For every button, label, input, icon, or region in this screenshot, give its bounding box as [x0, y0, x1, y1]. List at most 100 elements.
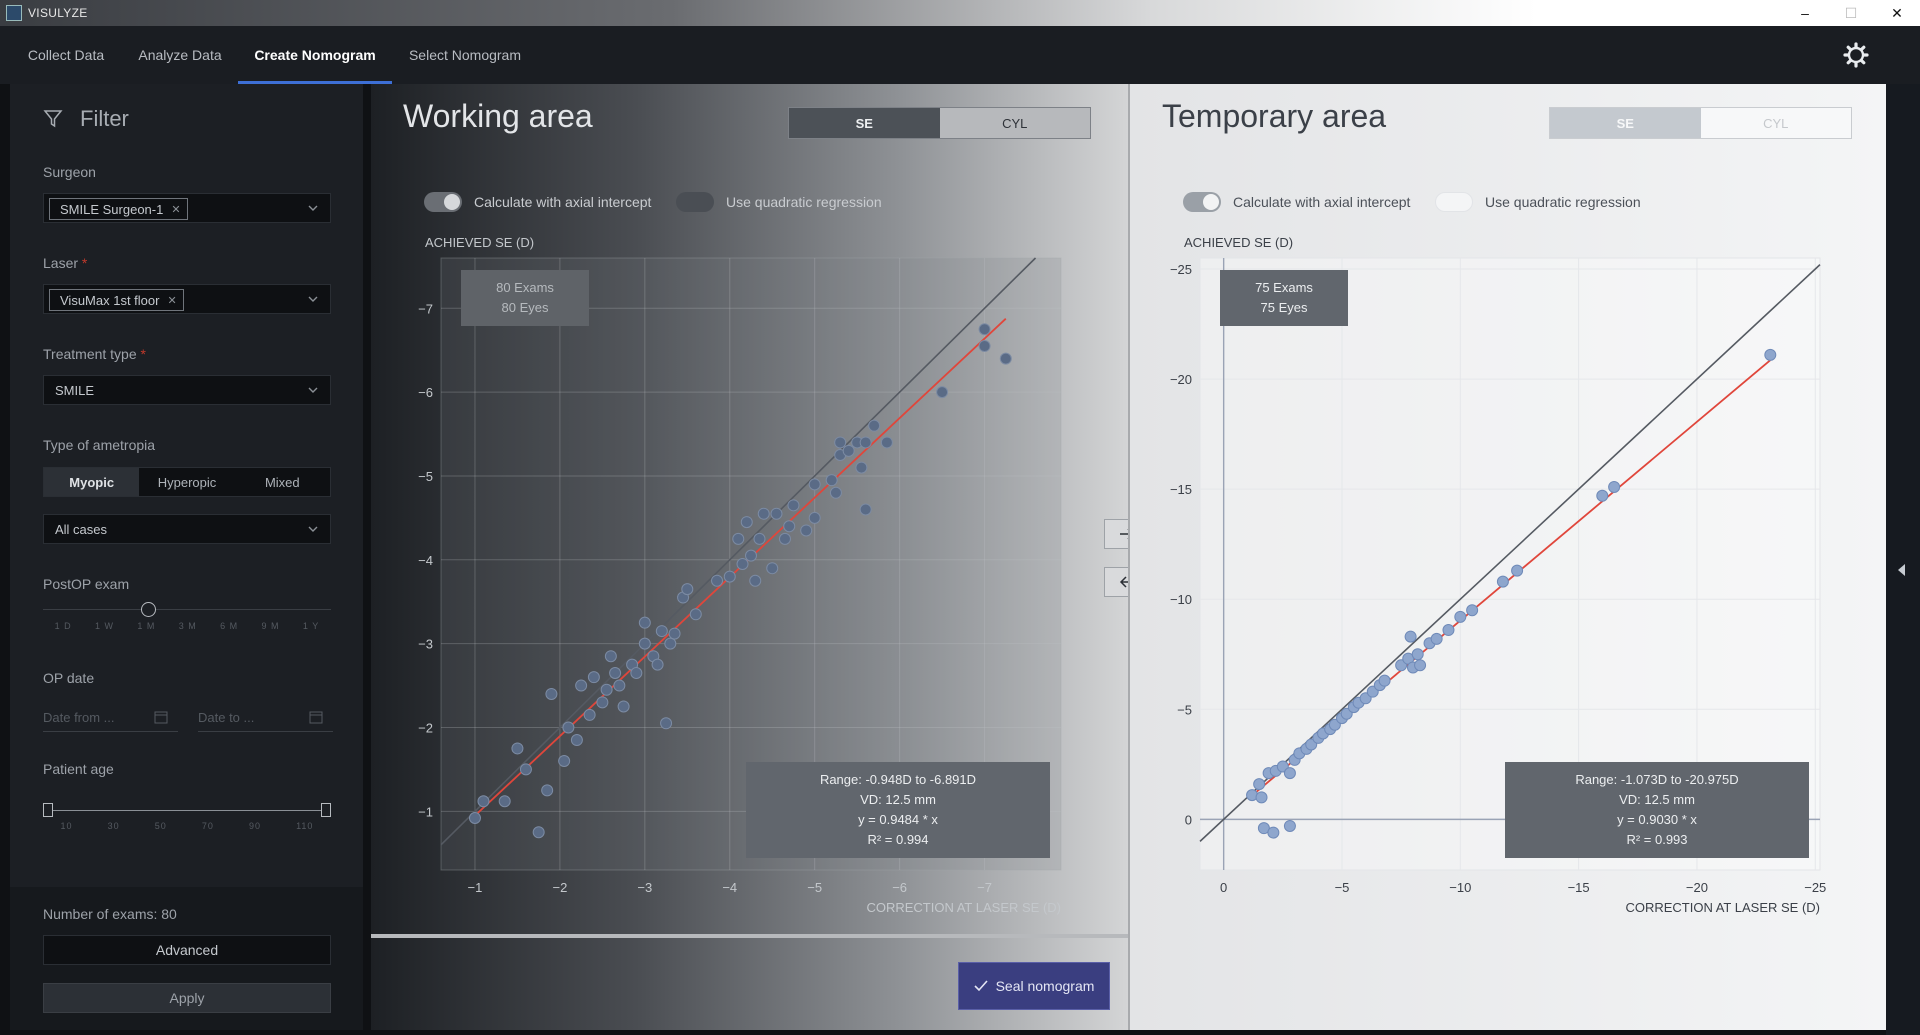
age-slider-track[interactable] — [49, 810, 325, 811]
apply-button[interactable]: Apply — [43, 983, 331, 1013]
working-quadratic-toggle[interactable] — [676, 192, 714, 212]
opdate-label: OP date — [43, 670, 95, 686]
treatment-select[interactable]: SMILE — [43, 375, 331, 405]
data-point — [936, 386, 949, 399]
x-tick-label: −20 — [1686, 880, 1708, 895]
working-axial-label: Calculate with axial intercept — [474, 194, 652, 210]
treatment-label-text: Treatment type — [43, 346, 137, 362]
laser-select[interactable]: VisuMax 1st floor ✕ — [43, 284, 331, 314]
temporary-axial-toggle[interactable] — [1183, 192, 1221, 212]
working-quadratic-toggle-row: Use quadratic regression — [676, 192, 882, 212]
date-to-input[interactable]: Date to ... — [198, 702, 333, 732]
y-tick-label: −20 — [1170, 372, 1192, 387]
ametropia-label: Type of ametropia — [43, 437, 156, 453]
y-tick-label: −2 — [418, 720, 433, 735]
data-point — [532, 826, 545, 839]
seal-nomogram-button[interactable]: Seal nomogram — [958, 962, 1110, 1010]
postop-slider-track[interactable] — [43, 609, 331, 610]
data-point — [477, 795, 490, 808]
data-point — [1466, 604, 1479, 617]
postop-tick: 1 M — [137, 621, 156, 631]
laser-chip-label: VisuMax 1st floor — [60, 292, 160, 308]
temporary-exam-count: 75 Exams — [1255, 280, 1313, 295]
advanced-button[interactable]: Advanced — [43, 935, 331, 965]
chevron-down-icon — [308, 387, 318, 393]
toggle-knob — [444, 194, 460, 210]
data-point — [1454, 610, 1467, 623]
temporary-cyl-button[interactable]: CYL — [1700, 108, 1851, 138]
y-tick-label: −6 — [418, 385, 433, 400]
temporary-quadratic-toggle[interactable] — [1435, 192, 1473, 212]
y-tick-label: 0 — [1185, 812, 1192, 827]
surgeon-chip: SMILE Surgeon-1 ✕ — [49, 198, 188, 220]
close-button[interactable]: ✕ — [1891, 4, 1903, 21]
postop-slider-handle[interactable] — [141, 602, 156, 617]
working-se-button[interactable]: SE — [789, 108, 940, 138]
data-point — [664, 637, 677, 650]
gear-icon[interactable] — [1843, 42, 1869, 68]
data-point — [778, 532, 791, 545]
data-point — [999, 352, 1012, 365]
tab-analyze-data[interactable]: Analyze Data — [138, 47, 222, 63]
required-marker: * — [140, 346, 146, 362]
maximize-button[interactable]: ☐ — [1844, 4, 1858, 21]
date-from-input[interactable]: Date from ... — [43, 702, 178, 732]
data-point — [834, 436, 847, 449]
data-point — [745, 549, 757, 562]
data-point — [1596, 489, 1609, 502]
working-se-cyl-toggle: SE CYL — [788, 107, 1091, 139]
data-point — [468, 812, 481, 825]
y-axis-title: ACHIEVED SE (D) — [425, 235, 534, 250]
working-quadratic-label: Use quadratic regression — [726, 194, 882, 210]
right-collapse-rail[interactable] — [1886, 84, 1920, 1035]
data-point — [617, 700, 630, 713]
close-icon[interactable]: ✕ — [171, 203, 181, 216]
data-point — [880, 436, 893, 449]
tab-select-nomogram[interactable]: Select Nomogram — [408, 47, 522, 63]
x-tick-label: −4 — [722, 880, 737, 895]
tab-create-nomogram[interactable]: Create Nomogram — [238, 26, 392, 84]
data-point — [558, 755, 571, 768]
ametropia-hyperopic[interactable]: Hyperopic — [157, 474, 217, 490]
minimize-button[interactable]: – — [1801, 5, 1809, 21]
temporary-eye-count: 75 Eyes — [1260, 300, 1308, 315]
y-tick-label: −1 — [418, 804, 433, 819]
y-tick-label: −3 — [418, 637, 433, 652]
check-icon — [974, 980, 988, 992]
laser-label: Laser * — [43, 255, 87, 271]
y-axis-title: ACHIEVED SE (D) — [1184, 235, 1293, 250]
age-slider-max-handle[interactable] — [321, 803, 331, 817]
x-tick-label: −10 — [1449, 880, 1471, 895]
ametropia-mixed[interactable]: Mixed — [264, 474, 300, 490]
data-point — [609, 666, 622, 679]
working-axial-toggle[interactable] — [424, 192, 462, 212]
data-point — [638, 637, 651, 650]
y-tick-label: −10 — [1170, 592, 1192, 607]
data-point — [783, 520, 796, 533]
surgeon-select[interactable]: SMILE Surgeon-1 ✕ — [43, 193, 331, 223]
working-cyl-button[interactable]: CYL — [939, 108, 1090, 138]
calendar-icon — [154, 711, 168, 724]
data-point — [842, 444, 855, 457]
tab-collect-data[interactable]: Collect Data — [27, 47, 105, 63]
x-tick-label: −6 — [892, 880, 907, 895]
data-point — [736, 558, 749, 570]
data-point — [732, 532, 745, 545]
cases-select[interactable]: All cases — [43, 514, 331, 544]
data-point — [770, 507, 783, 520]
data-point — [689, 608, 702, 621]
temporary-se-button[interactable]: SE — [1550, 108, 1701, 138]
data-point — [660, 717, 673, 730]
x-tick-label: −7 — [977, 880, 992, 895]
filter-sidebar: Filter Surgeon SMILE Surgeon-1 ✕ Laser * … — [10, 84, 363, 1030]
close-icon[interactable]: ✕ — [167, 294, 177, 307]
ametropia-myopic[interactable]: Myopic — [44, 468, 140, 496]
ametropia-segmented: Myopic Hyperopic Mixed — [43, 467, 331, 497]
data-point — [541, 784, 554, 797]
data-point — [1511, 564, 1524, 577]
y-tick-label: −25 — [1170, 262, 1192, 277]
postop-tick: 1 W — [95, 621, 115, 631]
age-slider-min-handle[interactable] — [43, 803, 53, 817]
x-tick-label: −5 — [807, 880, 822, 895]
